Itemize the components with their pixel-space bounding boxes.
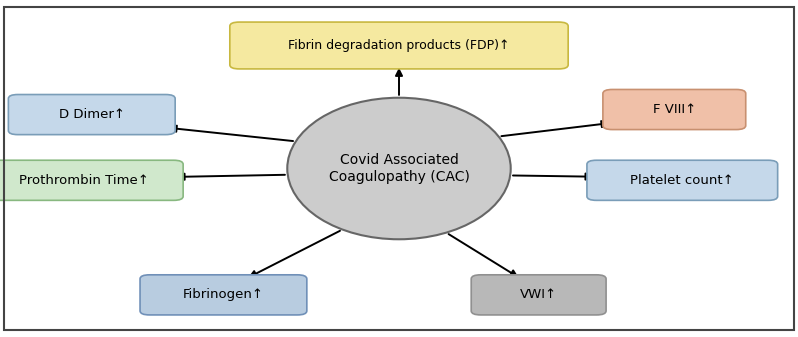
Text: Fibrinogen↑: Fibrinogen↑ (183, 288, 264, 301)
Text: F VIII↑: F VIII↑ (653, 103, 696, 116)
FancyBboxPatch shape (9, 94, 176, 134)
Text: VWI↑: VWI↑ (520, 288, 557, 301)
FancyBboxPatch shape (587, 160, 777, 200)
Text: Prothrombin Time↑: Prothrombin Time↑ (19, 174, 148, 187)
FancyBboxPatch shape (230, 22, 568, 69)
Text: Fibrin degradation products (FDP)↑: Fibrin degradation products (FDP)↑ (288, 39, 510, 52)
Text: D Dimer↑: D Dimer↑ (59, 108, 124, 121)
FancyBboxPatch shape (471, 275, 606, 315)
FancyBboxPatch shape (0, 160, 183, 200)
Text: Covid Associated
Coagulopathy (CAC): Covid Associated Coagulopathy (CAC) (329, 153, 469, 184)
Text: Platelet count↑: Platelet count↑ (630, 174, 734, 187)
FancyBboxPatch shape (603, 89, 745, 129)
FancyBboxPatch shape (140, 275, 306, 315)
Ellipse shape (287, 98, 511, 239)
